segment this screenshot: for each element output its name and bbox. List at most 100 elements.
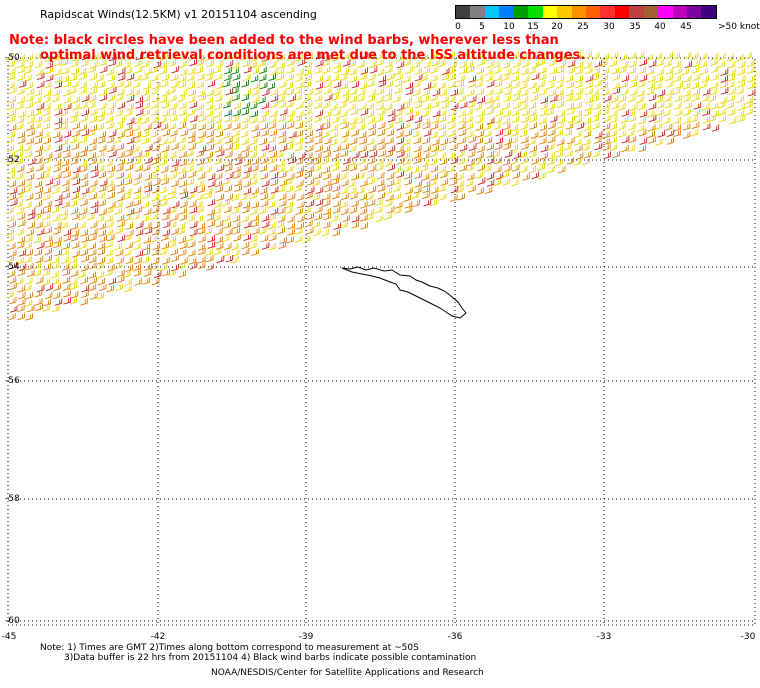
wind-barb <box>16 206 24 215</box>
wind-barb <box>185 149 194 158</box>
wind-barb <box>8 220 17 229</box>
wind-barb <box>241 206 250 214</box>
wind-barb <box>386 179 395 187</box>
wind-barb <box>414 180 422 188</box>
wind-barb <box>351 215 360 223</box>
wind-barb <box>441 95 449 103</box>
wind-barb <box>312 220 321 228</box>
lat-label: -50 <box>5 53 20 63</box>
legend-label: 35 <box>629 22 641 32</box>
wind-barb <box>601 107 610 116</box>
wind-barb <box>277 165 285 173</box>
wind-barb <box>423 129 432 137</box>
wind-barb <box>249 151 257 159</box>
wind-barb <box>117 53 125 61</box>
wind-barb <box>367 79 375 88</box>
wind-barb <box>24 299 33 307</box>
wind-barb <box>620 116 628 124</box>
wind-barb <box>81 108 90 117</box>
wind-barb <box>387 163 396 171</box>
wind-barb <box>126 103 134 111</box>
wind-barb <box>88 248 97 257</box>
wind-barb <box>159 158 167 166</box>
wind-barb <box>27 304 35 313</box>
wind-barb <box>439 157 448 166</box>
wind-barb <box>97 80 106 89</box>
wind-barb <box>357 171 365 180</box>
wind-barb <box>99 93 108 102</box>
wind-barb <box>52 130 61 139</box>
wind-barb <box>602 131 610 139</box>
wind-barb <box>405 107 413 116</box>
wind-barb <box>126 73 135 81</box>
wind-barb <box>160 122 169 131</box>
wind-barb <box>195 136 204 145</box>
wind-barb <box>349 75 357 83</box>
wind-barb <box>51 270 59 279</box>
wind-barb <box>63 102 72 111</box>
wind-barb <box>322 66 330 74</box>
wind-barb <box>98 229 106 237</box>
wind-barb <box>251 248 259 256</box>
wind-barb <box>69 262 77 271</box>
wind-barb <box>304 100 313 109</box>
wind-barb <box>88 261 97 270</box>
legend-swatch <box>484 6 500 18</box>
wind-barb <box>286 53 295 61</box>
wind-barb <box>214 94 223 102</box>
wind-barb <box>17 291 26 300</box>
wind-barb <box>737 60 746 69</box>
wind-barb <box>133 263 141 272</box>
wind-barb <box>369 150 378 158</box>
wind-barb <box>53 240 61 249</box>
wind-barb <box>141 150 149 159</box>
wind-barb <box>97 191 105 199</box>
wind-barb <box>378 79 387 88</box>
wind-barb <box>207 173 216 181</box>
wind-barb <box>547 165 555 174</box>
wind-barb <box>142 101 150 110</box>
wind-barb <box>231 193 240 202</box>
wind-barb <box>439 170 448 179</box>
wind-barb <box>394 86 402 94</box>
wind-barb <box>323 86 332 95</box>
wind-barb <box>132 136 141 144</box>
wind-barb <box>692 88 700 96</box>
wind-barb <box>167 192 176 200</box>
wind-barb <box>457 193 465 201</box>
wind-barb <box>188 200 197 208</box>
wind-barb <box>207 241 216 249</box>
wind-barb <box>198 93 206 102</box>
wind-barb <box>593 79 602 88</box>
wind-barb <box>665 80 674 88</box>
wind-barb <box>35 130 43 138</box>
wind-barb <box>61 263 70 271</box>
wind-barb <box>574 101 582 110</box>
wind-barb <box>341 192 349 201</box>
wind-barb <box>144 156 153 165</box>
legend-swatch <box>513 6 529 18</box>
wind-barb <box>222 198 230 207</box>
wind-barb <box>141 130 150 138</box>
wind-barb <box>510 136 518 144</box>
wind-barb <box>134 150 143 159</box>
wind-barb <box>8 312 16 321</box>
wind-barb <box>16 60 25 69</box>
wind-barb <box>115 164 124 172</box>
wind-barb <box>359 82 367 90</box>
wind-barb <box>365 192 374 201</box>
wind-barb <box>423 198 432 207</box>
wind-barb <box>486 60 494 69</box>
wind-barb <box>539 87 547 96</box>
wind-barb <box>260 192 268 201</box>
wind-barb <box>189 58 198 67</box>
wind-barb <box>448 135 457 144</box>
wind-barb <box>52 214 60 222</box>
wind-barb <box>107 74 115 82</box>
wind-barb <box>72 165 81 174</box>
wind-barb <box>555 158 564 167</box>
wind-barb <box>288 130 297 139</box>
wind-barb <box>150 235 158 243</box>
wind-barb <box>701 94 710 102</box>
wind-barb <box>467 52 475 60</box>
